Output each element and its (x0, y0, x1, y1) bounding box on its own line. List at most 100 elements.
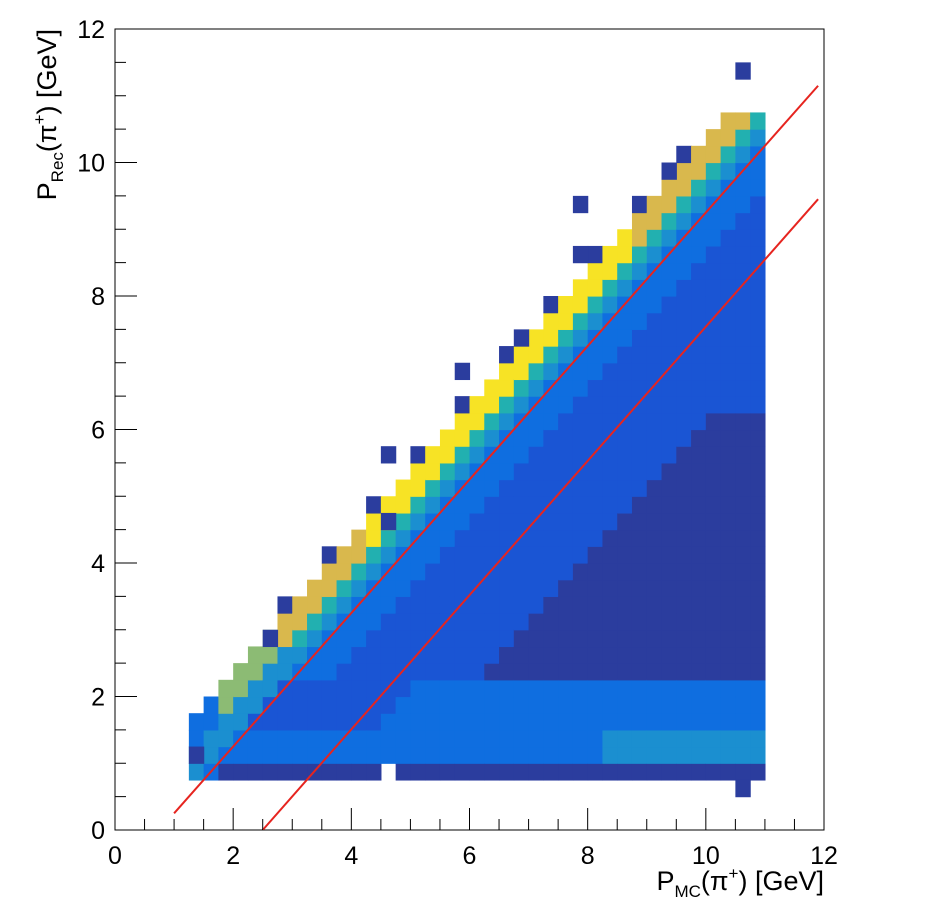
heatmap-bin (735, 663, 751, 681)
heatmap-bin (454, 563, 471, 581)
heatmap-bin (439, 546, 456, 564)
heatmap-bin (499, 596, 515, 614)
heatmap-bin (602, 763, 618, 781)
heatmap-bin (499, 646, 515, 664)
heatmap-bin (691, 429, 707, 447)
heatmap-bin (528, 763, 544, 781)
heatmap-bin (735, 446, 751, 464)
heatmap-bin (558, 296, 574, 314)
heatmap-bin (646, 412, 663, 431)
heatmap-bin (676, 763, 692, 781)
heatmap-bin (484, 496, 500, 514)
heatmap-bin (499, 713, 515, 731)
heatmap-bin (602, 446, 618, 464)
heatmap-bin (543, 462, 559, 481)
heatmap-bin (484, 696, 500, 714)
heatmap-bin (321, 579, 338, 597)
heatmap-bin (558, 646, 574, 664)
heatmap-bin (691, 312, 707, 330)
heatmap-bin (543, 596, 559, 614)
heatmap-bin (454, 496, 471, 514)
heatmap-bin (484, 763, 500, 781)
heatmap-bin (617, 663, 633, 681)
heatmap-bin (292, 696, 308, 714)
heatmap-bin (410, 646, 426, 664)
heatmap-bin (469, 496, 485, 514)
heatmap-bin (203, 696, 219, 714)
heatmap-bin (750, 529, 766, 547)
heatmap-bin (750, 346, 766, 364)
heatmap-bin (602, 429, 618, 447)
heatmap-bin (735, 279, 751, 297)
heatmap-bin (528, 729, 544, 748)
heatmap-bin (720, 579, 736, 597)
heatmap-bin (484, 579, 500, 597)
heatmap-bin (705, 613, 722, 631)
heatmap-bin (720, 679, 736, 698)
heatmap-bin (676, 646, 692, 664)
x-tick-label: 12 (810, 842, 838, 870)
heatmap-bin (366, 763, 382, 781)
heatmap-bin (528, 496, 544, 514)
heatmap-bin (439, 729, 456, 748)
heatmap-bin (735, 329, 751, 347)
heatmap-bin (661, 212, 677, 230)
heatmap-bin (661, 529, 677, 547)
heatmap-bin (735, 245, 751, 264)
heatmap-bin (705, 646, 722, 664)
heatmap-bin (543, 529, 559, 547)
heatmap-bin (410, 512, 426, 531)
heatmap-outlier-bin (735, 62, 751, 80)
heatmap-bin (750, 512, 766, 531)
heatmap-bin (410, 446, 426, 464)
heatmap-bin (410, 496, 426, 514)
heatmap-bin (602, 346, 618, 364)
heatmap-bin (484, 429, 500, 447)
heatmap-bin (646, 479, 663, 497)
heatmap-bin (691, 396, 707, 414)
heatmap-bin (691, 162, 707, 180)
heatmap-bin (543, 412, 559, 431)
heatmap-bin (705, 162, 722, 180)
heatmap-bin (262, 679, 279, 698)
heatmap-bin (676, 262, 692, 280)
heatmap-bin (750, 262, 766, 280)
heatmap-bin (528, 529, 544, 547)
heatmap-bin (366, 746, 382, 764)
heatmap-bin (292, 629, 308, 648)
heatmap-bin (720, 396, 736, 414)
heatmap-bin (646, 729, 663, 748)
heatmap-bin (277, 696, 293, 714)
heatmap-bin (469, 412, 485, 431)
heatmap-bin (395, 613, 412, 631)
heatmap-bin (277, 629, 293, 648)
heatmap-bin (735, 312, 751, 330)
heatmap-bin (661, 546, 677, 564)
heatmap-bin (454, 446, 471, 464)
heatmap-bin (366, 729, 382, 748)
heatmap-bin (395, 729, 412, 748)
heatmap-bin (410, 746, 426, 764)
heatmap-bin (439, 679, 456, 698)
heatmap-bin (720, 162, 736, 180)
heatmap-bin (410, 596, 426, 614)
heatmap-bin (380, 646, 397, 664)
heatmap-bin (587, 412, 604, 431)
heatmap-outlier-bin (454, 362, 471, 381)
heatmap-bin (380, 529, 397, 547)
y-tick-label: 2 (91, 684, 105, 712)
heatmap-bin (380, 746, 397, 764)
heatmap-bin (720, 696, 736, 714)
heatmap-bin (484, 646, 500, 664)
heatmap-bin (720, 763, 736, 781)
heatmap-bin (292, 763, 308, 781)
heatmap-bin (410, 679, 426, 698)
heatmap-bin (676, 529, 692, 547)
heatmap-bin (366, 629, 382, 648)
heatmap-bin (380, 596, 397, 614)
heatmap-bin (750, 162, 766, 180)
heatmap-bin (646, 245, 663, 264)
heatmap-bin (513, 396, 530, 414)
heatmap-bin (425, 579, 441, 597)
heatmap-bin (602, 462, 618, 481)
